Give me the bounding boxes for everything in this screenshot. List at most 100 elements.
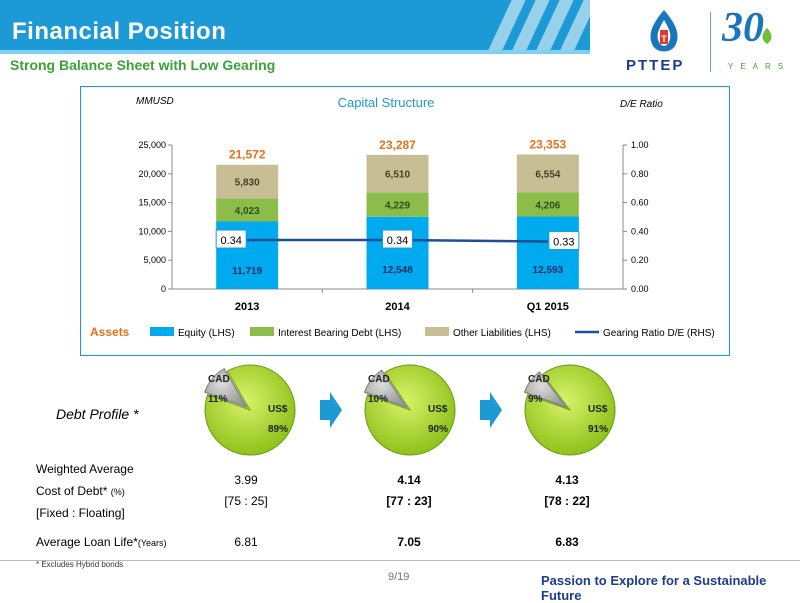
logo-divider (710, 12, 711, 72)
pttep-logo-text: PTTEP (626, 57, 685, 74)
footer-divider (0, 560, 800, 561)
x-tick-label: Q1 2015 (527, 301, 569, 313)
page-title: Financial Position (12, 18, 227, 45)
pie-usd-pct: 89% (268, 424, 288, 435)
life-value-2014: 7.05 (397, 535, 421, 549)
bar-segment (366, 192, 429, 217)
bar-data-label: 11,719 (232, 266, 262, 277)
pie-slice-usd (204, 364, 296, 456)
debt-profile-label: Debt Profile * (56, 406, 139, 422)
pie-usd-pct: 91% (588, 424, 608, 435)
bar-data-label: 6,510 (385, 170, 410, 181)
pie-slice-usd (524, 364, 616, 456)
leaf-icon (762, 28, 772, 44)
pie-usd-label: US$ (588, 404, 608, 415)
bar-data-label: 4,206 (535, 200, 560, 211)
bar-total-label: 23,353 (529, 137, 566, 151)
pie-usd-label: US$ (268, 404, 288, 415)
legend-assets-label: Assets (90, 325, 130, 339)
pie-usd-pct: 90% (428, 424, 448, 435)
gearing-data-label: 0.34 (387, 235, 408, 247)
fixed-floating-label: [Fixed : Floating] (36, 506, 125, 520)
pie-cad-pct: 9% (528, 394, 543, 405)
bar-data-label: 6,554 (535, 169, 560, 180)
cost-label-line1: Weighted Average (36, 462, 134, 476)
anniversary-label: YEARS (728, 62, 791, 71)
bar-data-label: 5,830 (235, 178, 260, 189)
debt-profile-pies: CAD 11% US$ 89% CAD 10% US$ 90% CAD 9% US$ 91% (203, 364, 616, 456)
y-tick-label-left: 25,000 (138, 140, 166, 150)
bar-total-label: 21,572 (229, 148, 266, 162)
bar-segment (216, 198, 279, 222)
gearing-label-box (382, 229, 413, 249)
legend-label: Interest Bearing Debt (LHS) (278, 328, 401, 339)
anniversary-number: 30 (722, 5, 764, 51)
pie-cad-label: CAD (368, 374, 390, 385)
life-value-q1-2015: 6.83 (555, 535, 579, 549)
loan-life-unit: (Years) (137, 538, 167, 548)
ratio-value-2014: [77 : 23] (386, 494, 432, 508)
bar-data-label: 4,023 (235, 206, 260, 217)
pie-slice-cad (523, 371, 569, 409)
legend-label: Gearing Ratio D/E (RHS) (603, 328, 715, 339)
arrow-right-icon (480, 392, 502, 428)
bar-segment (516, 216, 579, 289)
legend-swatch (250, 327, 274, 336)
y-tick-label-left: 15,000 (138, 198, 166, 208)
x-tick-label: 2014 (385, 301, 410, 313)
pie-usd-label: US$ (428, 404, 448, 415)
pie-slice-cad (203, 367, 249, 409)
legend-label: Other Liabilities (LHS) (453, 328, 551, 339)
gearing-label-box (215, 229, 247, 249)
y-tick-label-right: 1.00 (631, 140, 649, 150)
y-tick-label-right: 0.40 (631, 226, 649, 236)
y-axis-left-title: MMUSD (136, 96, 174, 107)
arrow-right-icon (320, 392, 342, 428)
loan-life-label: Average Loan Life*(Years) (36, 535, 167, 549)
header-bar (0, 0, 598, 50)
y-axis-right-title: D/E Ratio (620, 99, 663, 110)
footnote: * Excludes Hybrid bonds (36, 560, 124, 569)
cost-value-2013: 3.99 (234, 473, 258, 487)
bar-segment (366, 154, 429, 193)
y-tick-label-right: 0.00 (631, 284, 649, 294)
pie-slice-usd (364, 364, 456, 456)
bar-data-label: 12,593 (533, 265, 564, 276)
gearing-data-label: 0.34 (220, 235, 241, 247)
legend-swatch (425, 327, 449, 336)
bar-segment (516, 154, 579, 193)
y-tick-label-right: 0.20 (631, 255, 649, 265)
y-tick-label-left: 5,000 (143, 255, 166, 265)
legend-label: Equity (LHS) (178, 328, 235, 339)
page-subtitle: Strong Balance Sheet with Low Gearing (10, 57, 276, 73)
legend-swatch (150, 327, 174, 336)
cost-value-q1-2015: 4.13 (555, 473, 579, 487)
ratio-value-q1-2015: [78 : 22] (544, 494, 590, 508)
y-tick-label-right: 0.60 (631, 198, 649, 208)
page-number: 9/19 (388, 571, 410, 583)
cost-unit: (%) (110, 487, 125, 497)
header-underline (0, 50, 590, 54)
footer-tagline: Passion to Explore for a Sustainable Fut… (541, 573, 767, 603)
pie-cad-label: CAD (528, 374, 550, 385)
pie-slice-cad (363, 369, 409, 409)
cost-label-text: Cost of Debt* (36, 484, 108, 498)
life-value-2013: 6.81 (234, 535, 258, 549)
y-tick-label-right: 0.80 (631, 169, 649, 179)
svg-text:T: T (661, 34, 667, 44)
loan-life-text: Average Loan Life* (36, 535, 138, 549)
pie-cad-pct: 11% (208, 394, 228, 405)
bar-total-label: 23,287 (379, 138, 416, 152)
ratio-value-2013: [75 : 25] (224, 494, 268, 508)
chart-title: Capital Structure (338, 95, 435, 110)
gearing-label-box (548, 230, 580, 250)
y-tick-label-left: 20,000 (138, 169, 166, 179)
y-tick-label-left: 10,000 (138, 226, 166, 236)
bar-data-label: 4,229 (385, 201, 410, 212)
bar-segment (216, 164, 279, 199)
capital-structure-chart: Capital Structure MMUSD D/E Ratio 0 5,000 10,… (90, 95, 715, 339)
gearing-data-label: 0.33 (553, 236, 574, 248)
bar-segment (516, 192, 579, 217)
cost-label-line2: Cost of Debt* (%) (36, 484, 125, 498)
y-tick-label-left: 0 (161, 284, 166, 294)
